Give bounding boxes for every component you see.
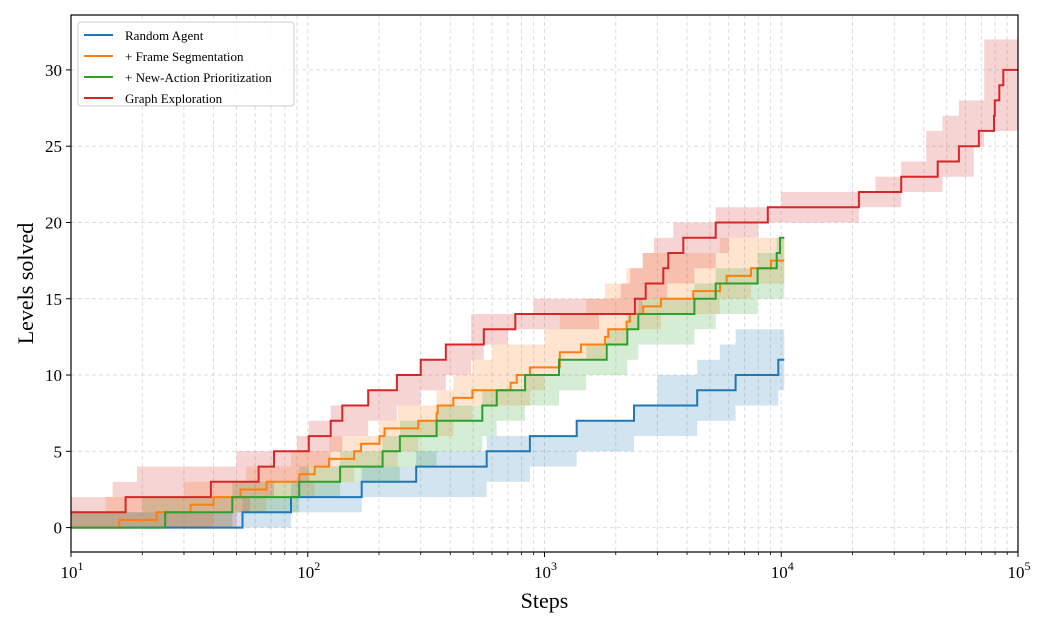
x-tick-exponent: 1 [78, 559, 84, 573]
y-tick-label: 15 [45, 290, 62, 309]
x-tick-exponent: 4 [788, 559, 794, 573]
band-segment-3 [273, 451, 297, 482]
series-line-graph-exploration [71, 68, 1018, 514]
band-segment-2 [382, 436, 400, 482]
band-segment-3 [471, 314, 484, 360]
band-segment-3 [942, 115, 959, 177]
band-segment-2 [627, 314, 639, 360]
band-segment-0 [633, 405, 658, 437]
band-segment-2 [606, 329, 628, 376]
band-segment-3 [694, 222, 716, 269]
band-segment-1 [660, 252, 720, 315]
band-segment-0 [486, 436, 530, 482]
band-segment-3 [445, 344, 472, 376]
x-tick-exponent: 5 [1025, 559, 1031, 573]
band-segment-1 [436, 390, 454, 437]
band-segment-2 [71, 512, 143, 528]
band-segment-2 [496, 390, 526, 421]
band-segment-3 [308, 420, 331, 467]
band-segment-2 [482, 390, 497, 437]
series-line-frame-segmentation [71, 259, 785, 529]
band-segment-3 [507, 314, 534, 330]
band-segment-2 [558, 359, 587, 391]
band-segment-3 [642, 252, 654, 299]
series-line-random-agent [71, 358, 785, 529]
x-axis-label: Steps [521, 588, 569, 613]
band-segment-2 [436, 405, 483, 452]
y-tick-label: 0 [54, 519, 63, 538]
band-segment-3 [296, 436, 309, 482]
legend-box [77, 21, 295, 107]
x-tick-label: 104 [771, 559, 794, 582]
y-tick-label: 25 [45, 137, 62, 156]
legend: Random Agent + Frame Segmentation + New-… [77, 21, 295, 107]
series-line-new-action-prioritization [71, 236, 785, 529]
legend-entry-random-agent: Random Agent [84, 28, 204, 43]
band-segment-2 [525, 375, 559, 406]
band-segment-1 [544, 329, 560, 376]
band-segment-3 [396, 375, 421, 406]
x-tick-base: 10 [61, 563, 78, 582]
x-tick-base: 10 [534, 563, 551, 582]
band-segment-3 [330, 405, 343, 452]
band-segment-2 [776, 237, 785, 299]
band-segment-0 [719, 344, 736, 421]
band-segment-0 [576, 420, 634, 452]
x-tick-base: 10 [771, 563, 788, 582]
legend-entry-frame-segmentation: + Frame Segmentation [84, 49, 244, 64]
legend-label: Graph Exploration [125, 91, 223, 106]
band-segment-1 [71, 512, 106, 528]
x-tick-exponent: 3 [551, 559, 557, 573]
x-tick-base: 10 [297, 563, 314, 582]
band-segment-3 [958, 100, 974, 177]
x-tick-label: 101 [61, 559, 84, 582]
band-segment-0 [183, 512, 243, 528]
legend-label: + New-Action Prioritization [125, 70, 272, 85]
band-segment-0 [416, 451, 487, 498]
band-segment-3 [858, 191, 876, 208]
legend-label: Random Agent [125, 28, 204, 43]
y-tick-label: 5 [54, 442, 63, 461]
band-segment-3 [420, 359, 446, 391]
legend-entry-graph-exploration: Graph Exploration [84, 91, 223, 106]
legend-entry-new-action-prioritization: + New-Action Prioritization [84, 70, 272, 85]
band-segment-1 [719, 237, 751, 299]
y-tick-label: 30 [45, 61, 62, 80]
legend-label: + Frame Segmentation [125, 49, 244, 64]
band-segment-2 [694, 283, 716, 330]
y-axis-label: Levels solved [13, 223, 38, 345]
band-segment-0 [735, 329, 779, 406]
x-tick-base: 10 [1008, 563, 1025, 582]
band-segment-3 [620, 283, 631, 315]
y-tick-label: 10 [45, 366, 62, 385]
x-tick-exponent: 2 [314, 559, 320, 573]
band-segment-3 [973, 100, 985, 147]
band-segment-0 [529, 436, 577, 467]
band-segment-3 [758, 207, 782, 223]
series-lines [71, 68, 1018, 529]
band-segment-3 [342, 405, 369, 437]
band-segment-3 [715, 207, 729, 253]
band-segment-3 [599, 298, 621, 315]
y-tick-label: 20 [45, 213, 62, 232]
x-tick-label: 105 [1008, 559, 1031, 582]
x-tick-label: 102 [297, 559, 320, 582]
band-segment-3 [630, 268, 643, 315]
band-segment-3 [667, 237, 674, 284]
x-tick-label: 103 [534, 559, 557, 582]
band-segment-1 [642, 252, 661, 330]
band-segment-1 [472, 359, 492, 406]
band-segment-3 [368, 390, 397, 421]
